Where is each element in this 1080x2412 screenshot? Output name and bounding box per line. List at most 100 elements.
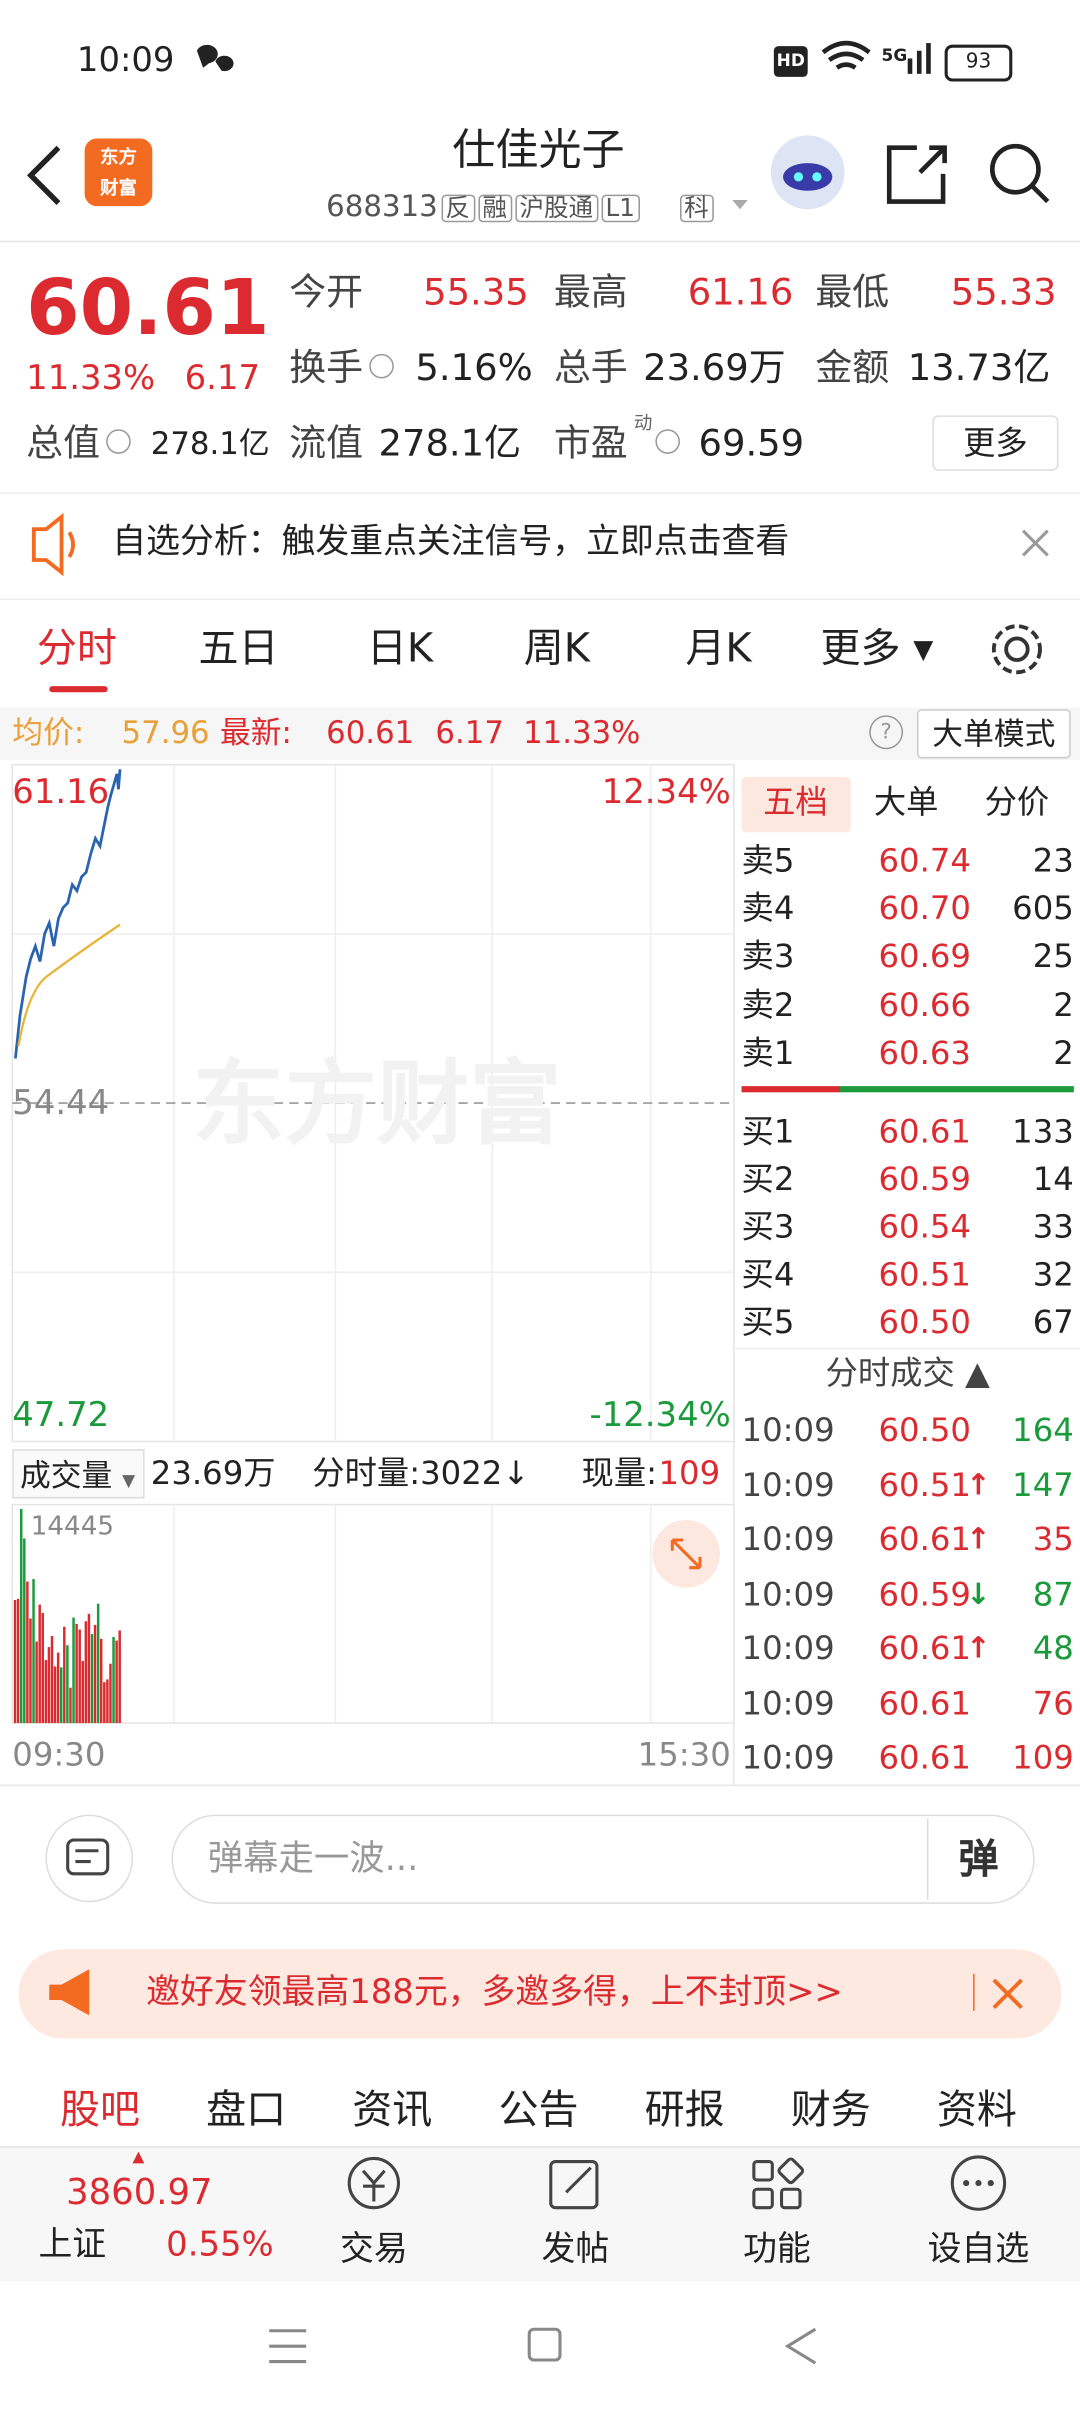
current-label: 现量: <box>581 1454 658 1492</box>
help[interactable]: ? <box>869 715 904 750</box>
trade-volume: 35 <box>1032 1520 1074 1558</box>
nav-button[interactable]: 发帖 <box>541 2230 610 2270</box>
tab[interactable]: 五日 <box>198 626 279 673</box>
volume-bar <box>13 1599 17 1724</box>
time-end: 15:30 <box>637 1736 731 1774</box>
field-value: 55.33 <box>950 270 1057 314</box>
volume-bar <box>50 1635 54 1724</box>
nav-button[interactable]: 功能 <box>743 2230 811 2270</box>
comment-input[interactable]: 弹幕走一波... <box>207 1839 419 1880</box>
tab[interactable]: 月K <box>685 626 752 673</box>
field-value: 5.16% <box>415 346 533 390</box>
book-tab[interactable]: 分价 <box>984 783 1050 821</box>
field-value: 23.69万 <box>643 346 786 390</box>
avg-label: 均价: <box>12 713 85 751</box>
bottom-tab[interactable]: 研报 <box>644 2087 725 2134</box>
field-value: 13.73亿 <box>907 346 1051 390</box>
notice[interactable]: 自选分析：触发重点关注信号，立即点击查看 <box>112 523 790 562</box>
book-volume: 23 <box>1032 842 1074 880</box>
bottom-tab[interactable]: 资讯 <box>352 2087 433 2134</box>
book-volume: 14 <box>1032 1160 1074 1198</box>
tab[interactable]: 日K <box>366 626 434 673</box>
bottom-tab[interactable]: 财务 <box>790 2087 871 2134</box>
hd: HD <box>773 46 808 77</box>
mode-button[interactable]: 大单模式 <box>916 709 1071 759</box>
book-volume: 2 <box>1053 1034 1074 1072</box>
book-price: 60.66 <box>878 986 971 1024</box>
trade-time: 10:09 <box>741 1520 835 1558</box>
ask-bar <box>741 1086 840 1093</box>
promo[interactable]: 邀好友领最高188元，多邀多得，上不封顶>> <box>146 1973 843 2013</box>
notice-bar[interactable] <box>0 492 1080 600</box>
low-pct: -12.34% <box>589 1396 731 1436</box>
base: 54.44 <box>12 1084 110 1124</box>
info-icon <box>655 429 680 454</box>
book-price: 60.70 <box>878 889 971 927</box>
volume-bar <box>35 1641 38 1724</box>
field-label: 换手 <box>289 346 364 390</box>
change: 6.17 <box>435 713 504 751</box>
nav-button[interactable]: 交易 <box>339 2230 408 2270</box>
volume-selector[interactable]: 成交量 ▼ <box>12 1449 145 1499</box>
volume-bar <box>103 1682 106 1724</box>
book-price: 60.74 <box>878 842 971 880</box>
book-label: 卖3 <box>741 937 795 975</box>
field-label: 最高 <box>553 270 628 314</box>
danmu-button[interactable]: 弹 <box>958 1836 999 1884</box>
code-line: 688313 反融沪股通 L1 科 <box>326 192 714 222</box>
volume-bar <box>53 1666 57 1724</box>
volume-bar <box>29 1618 32 1724</box>
trades-title-text: 分时成交 <box>825 1354 955 1392</box>
volume-bar <box>63 1626 66 1724</box>
bottom-tab[interactable]: 盘口 <box>206 2087 287 2134</box>
chart-grid <box>11 763 735 1785</box>
field-value: 69.59 <box>698 421 805 465</box>
book-tab[interactable]: 大单 <box>873 783 939 821</box>
field-label: 最低 <box>815 270 890 314</box>
field-label: 今开 <box>289 270 364 314</box>
field-value: 278.1亿 <box>150 424 270 462</box>
book-tab[interactable]: 五档 <box>763 783 828 821</box>
stock-title: 仕佳光子 <box>452 124 625 176</box>
battery: 93 <box>944 44 1013 82</box>
trade-arrow: ↑ <box>966 1631 991 1666</box>
logo: 东方 <box>99 146 137 168</box>
volume-bar <box>16 1598 20 1724</box>
tab[interactable]: 分时 <box>36 626 117 673</box>
book-price: 60.69 <box>878 937 971 975</box>
trade-price: 60.50 <box>878 1411 971 1449</box>
book-label: 卖1 <box>741 1034 795 1072</box>
index-value[interactable]: 3860.97 <box>66 2173 213 2214</box>
tab[interactable]: 周K <box>523 626 591 673</box>
divider <box>733 1347 1080 1350</box>
field-value: 61.16 <box>687 270 794 314</box>
settings-icon[interactable] <box>985 618 1047 680</box>
bottom-tab[interactable]: 股吧 <box>59 2087 141 2134</box>
trade-arrow: ↑ <box>966 1522 991 1557</box>
field-label: 金额 <box>815 346 890 390</box>
nav-bar <box>0 2146 1080 2282</box>
book-label: 买2 <box>741 1160 795 1198</box>
trade-time: 10:09 <box>741 1629 835 1667</box>
tag: L1 <box>600 193 640 222</box>
time-start: 09:30 <box>12 1736 106 1774</box>
tab-underline <box>49 686 108 693</box>
field-value: 278.1亿 <box>378 421 522 465</box>
trades-title[interactable]: 分时成交 ▲ <box>825 1354 990 1392</box>
book-label: 买5 <box>741 1303 795 1341</box>
volume-bar <box>115 1640 118 1724</box>
nav-button[interactable]: 设自选 <box>927 2230 1030 2270</box>
network: 5G <box>881 45 908 66</box>
book-price: 60.50 <box>878 1303 971 1341</box>
trade-time: 10:09 <box>741 1739 835 1777</box>
volume-bar <box>84 1621 88 1724</box>
time: 10:09 <box>76 41 175 80</box>
more-button[interactable]: 更多 <box>932 415 1059 471</box>
volume-bar <box>47 1647 51 1724</box>
bottom-tab[interactable]: 资料 <box>936 2087 1017 2134</box>
tab[interactable]: 更多 ▾ <box>820 626 934 673</box>
volume-bar <box>109 1663 112 1724</box>
book-volume: 2 <box>1053 986 1074 1024</box>
trade-price: 60.61 <box>878 1685 971 1723</box>
bottom-tab[interactable]: 公告 <box>498 2087 579 2134</box>
